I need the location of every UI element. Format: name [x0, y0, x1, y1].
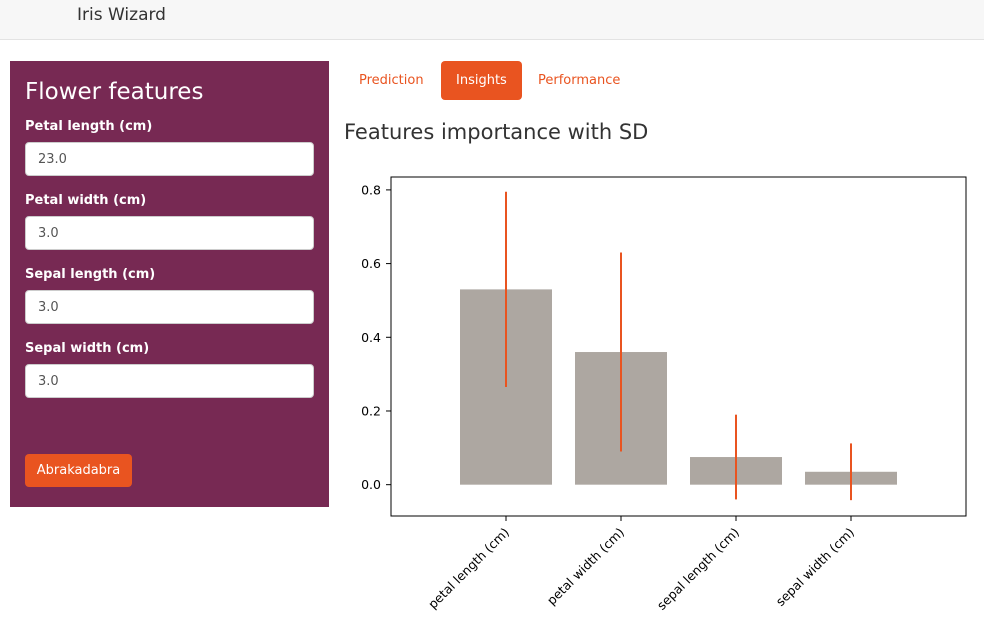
x-tick-label-1: petal width (cm): [544, 525, 627, 608]
sepal-width-label: Sepal width (cm): [25, 341, 150, 356]
y-tick-label-4: 0.8: [361, 182, 381, 197]
tab-performance[interactable]: Performance: [538, 73, 621, 88]
y-tick-label-1: 0.2: [361, 403, 381, 418]
y-tick-label-3: 0.6: [361, 256, 381, 271]
petal-width-label: Petal width (cm): [25, 193, 147, 208]
error-bar-group: [505, 191, 852, 501]
sidebar-title: Flower features: [25, 79, 204, 105]
bar-group: [460, 289, 897, 485]
y-tick-label-2: 0.4: [361, 330, 381, 345]
page-title: Features importance with SD: [344, 120, 649, 144]
sepal-length-label: Sepal length (cm): [25, 267, 156, 282]
sidebar-panel: Flower features Petal length (cm) Petal …: [10, 61, 329, 507]
x-tick-label-3: sepal width (cm): [773, 525, 857, 609]
sepal-width-input[interactable]: [25, 364, 314, 398]
x-tick-label-0: petal length (cm): [425, 525, 512, 612]
petal-length-label: Petal length (cm): [25, 119, 153, 134]
feature-importance-chart: 0.0 0.2 0.4 0.6 0.8 petal length (cm) petal w…: [361, 176, 967, 613]
plot-frame: [390, 176, 967, 517]
navbar: Iris Wizard: [0, 0, 984, 40]
tab-insights[interactable]: Insights: [441, 61, 522, 100]
x-tick-label-2: sepal length (cm): [654, 525, 742, 613]
x-axis: petal length (cm) petal width (cm) sepal l…: [425, 516, 857, 613]
abrakadabra-button[interactable]: Abrakadabra: [25, 454, 132, 487]
tab-prediction[interactable]: Prediction: [359, 73, 424, 88]
y-tick-label-0: 0.0: [361, 477, 381, 492]
app-brand[interactable]: Iris Wizard: [77, 5, 166, 25]
sepal-length-input[interactable]: [25, 290, 314, 324]
petal-length-input[interactable]: [25, 142, 314, 176]
y-axis: 0.0 0.2 0.4 0.6 0.8: [361, 182, 391, 492]
petal-width-input[interactable]: [25, 216, 314, 250]
